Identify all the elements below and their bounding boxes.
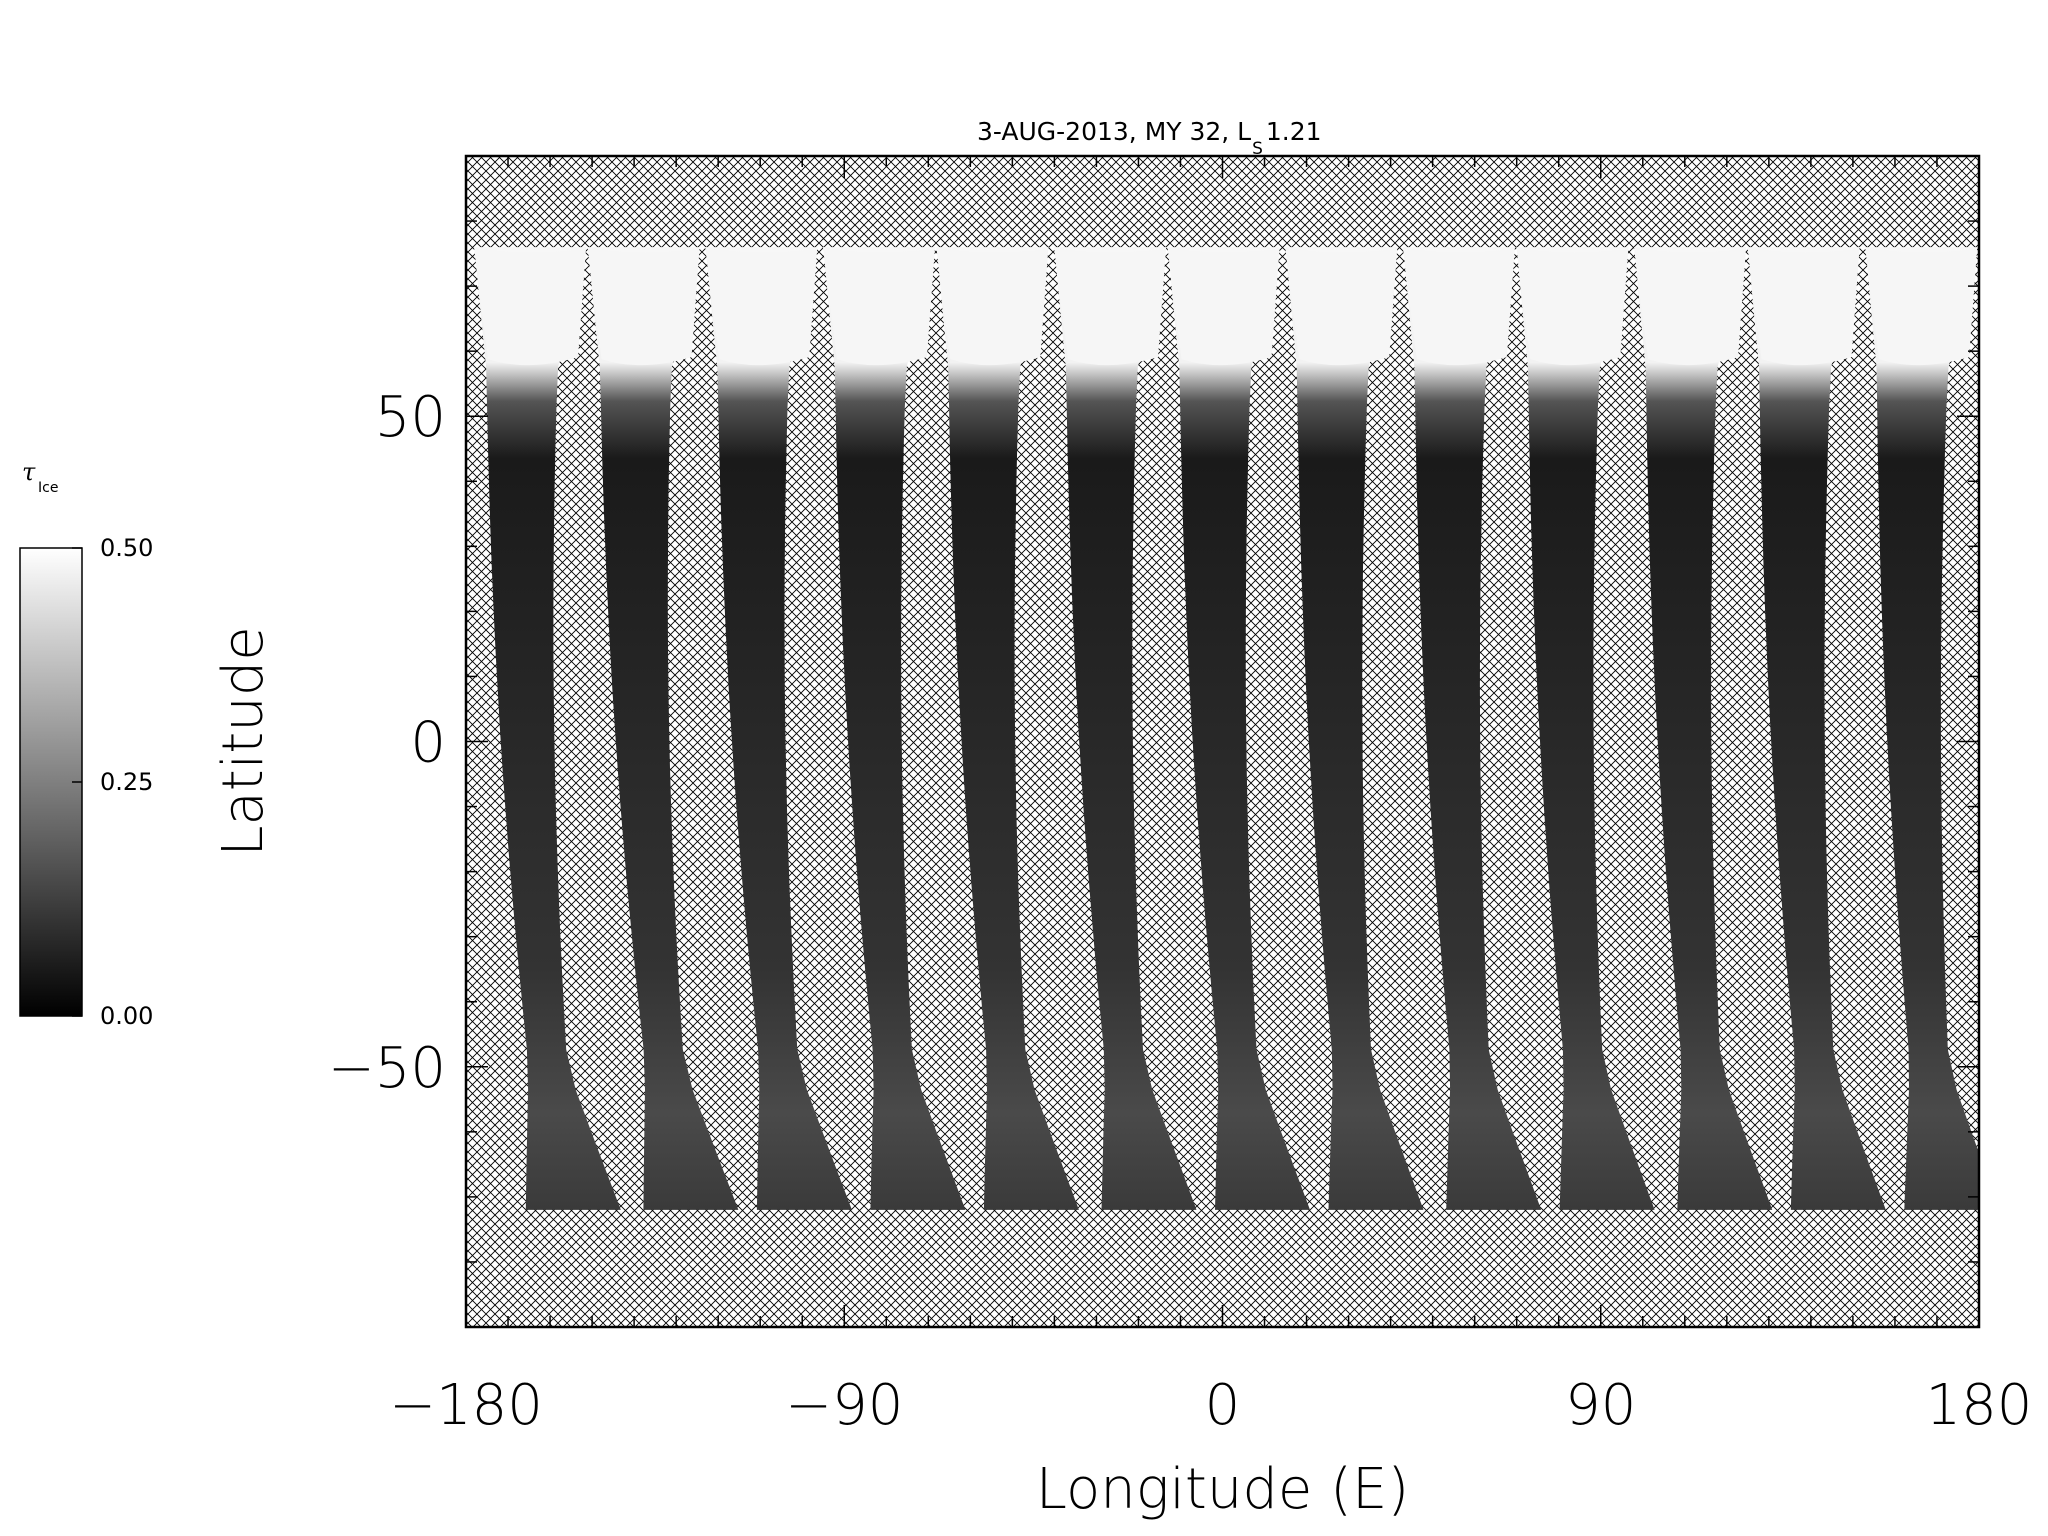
x-tick-label: −180 xyxy=(389,1373,543,1438)
swath-6 xyxy=(1054,247,1197,1210)
chart-title: 3-AUG-2013, MY 32, L S 1.21 xyxy=(977,117,1322,159)
swath-2 xyxy=(587,247,739,1210)
swath-12 xyxy=(1747,247,1886,1210)
colorbar: τ Ice 0.50 0.25 0.00 xyxy=(19,458,153,1030)
swath-7 xyxy=(1167,247,1310,1210)
x-tick-label: 90 xyxy=(1565,1373,1636,1438)
swath-cap-7 xyxy=(1167,247,1280,366)
swath-3 xyxy=(705,247,852,1210)
y-tick-label: −50 xyxy=(328,1036,446,1101)
colorbar-subscript: Ice xyxy=(38,480,58,496)
swath-cap-13 xyxy=(1865,247,1978,366)
swath-8 xyxy=(1285,247,1424,1210)
y-tick-label: 50 xyxy=(375,385,446,450)
colorbar-symbol: τ xyxy=(22,458,36,486)
title-text: 3-AUG-2013, MY 32, L xyxy=(977,117,1251,146)
swath-cap-2 xyxy=(587,247,700,366)
swath-cap-10 xyxy=(1516,247,1629,366)
colorbar-tick-label: 0.50 xyxy=(100,534,153,562)
x-axis-label: Longitude (E) xyxy=(1036,1457,1409,1522)
swath-13 xyxy=(1865,247,1979,1210)
colorbar-tick-label: 0.25 xyxy=(100,768,153,796)
swath-cap-1 xyxy=(474,247,586,366)
swath-10 xyxy=(1516,247,1655,1210)
swath-4 xyxy=(823,247,966,1210)
y-axis-label: Latitude xyxy=(211,626,276,856)
colorbar-gradient xyxy=(19,547,83,1017)
axis-ticks xyxy=(465,156,1980,1327)
plot-frame xyxy=(464,154,1981,1329)
x-tick-label: 0 xyxy=(1205,1373,1241,1438)
plot-area xyxy=(464,154,1981,1329)
swath-cap-11 xyxy=(1634,247,1746,366)
swath-group xyxy=(474,247,1979,1210)
x-tick-label: 180 xyxy=(1926,1373,2033,1438)
swath-cap-8 xyxy=(1285,247,1398,366)
y-tick-labels: 50 0 −50 xyxy=(328,385,446,1101)
x-tick-label: −90 xyxy=(785,1373,903,1438)
swath-cap-6 xyxy=(1054,247,1166,366)
title-ls-value: 1.21 xyxy=(1266,117,1322,146)
swath-cap-3 xyxy=(705,247,818,366)
swath-cap-12 xyxy=(1747,247,1860,366)
swath-cap-4 xyxy=(822,247,935,366)
swath-1 xyxy=(474,247,621,1210)
colorbar-ticks: 0.50 0.25 0.00 xyxy=(72,534,153,1030)
y-tick-label: 0 xyxy=(410,711,446,776)
swath-cap-9 xyxy=(1402,247,1515,366)
swath-11 xyxy=(1634,247,1773,1210)
x-tick-labels: −180 −90 0 90 180 xyxy=(389,1373,2032,1438)
swath-9 xyxy=(1403,247,1542,1210)
title-subscript: S xyxy=(1252,139,1263,159)
swath-cap-5 xyxy=(936,247,1049,366)
swath-5 xyxy=(936,247,1079,1210)
colorbar-tick-label: 0.00 xyxy=(100,1002,153,1030)
